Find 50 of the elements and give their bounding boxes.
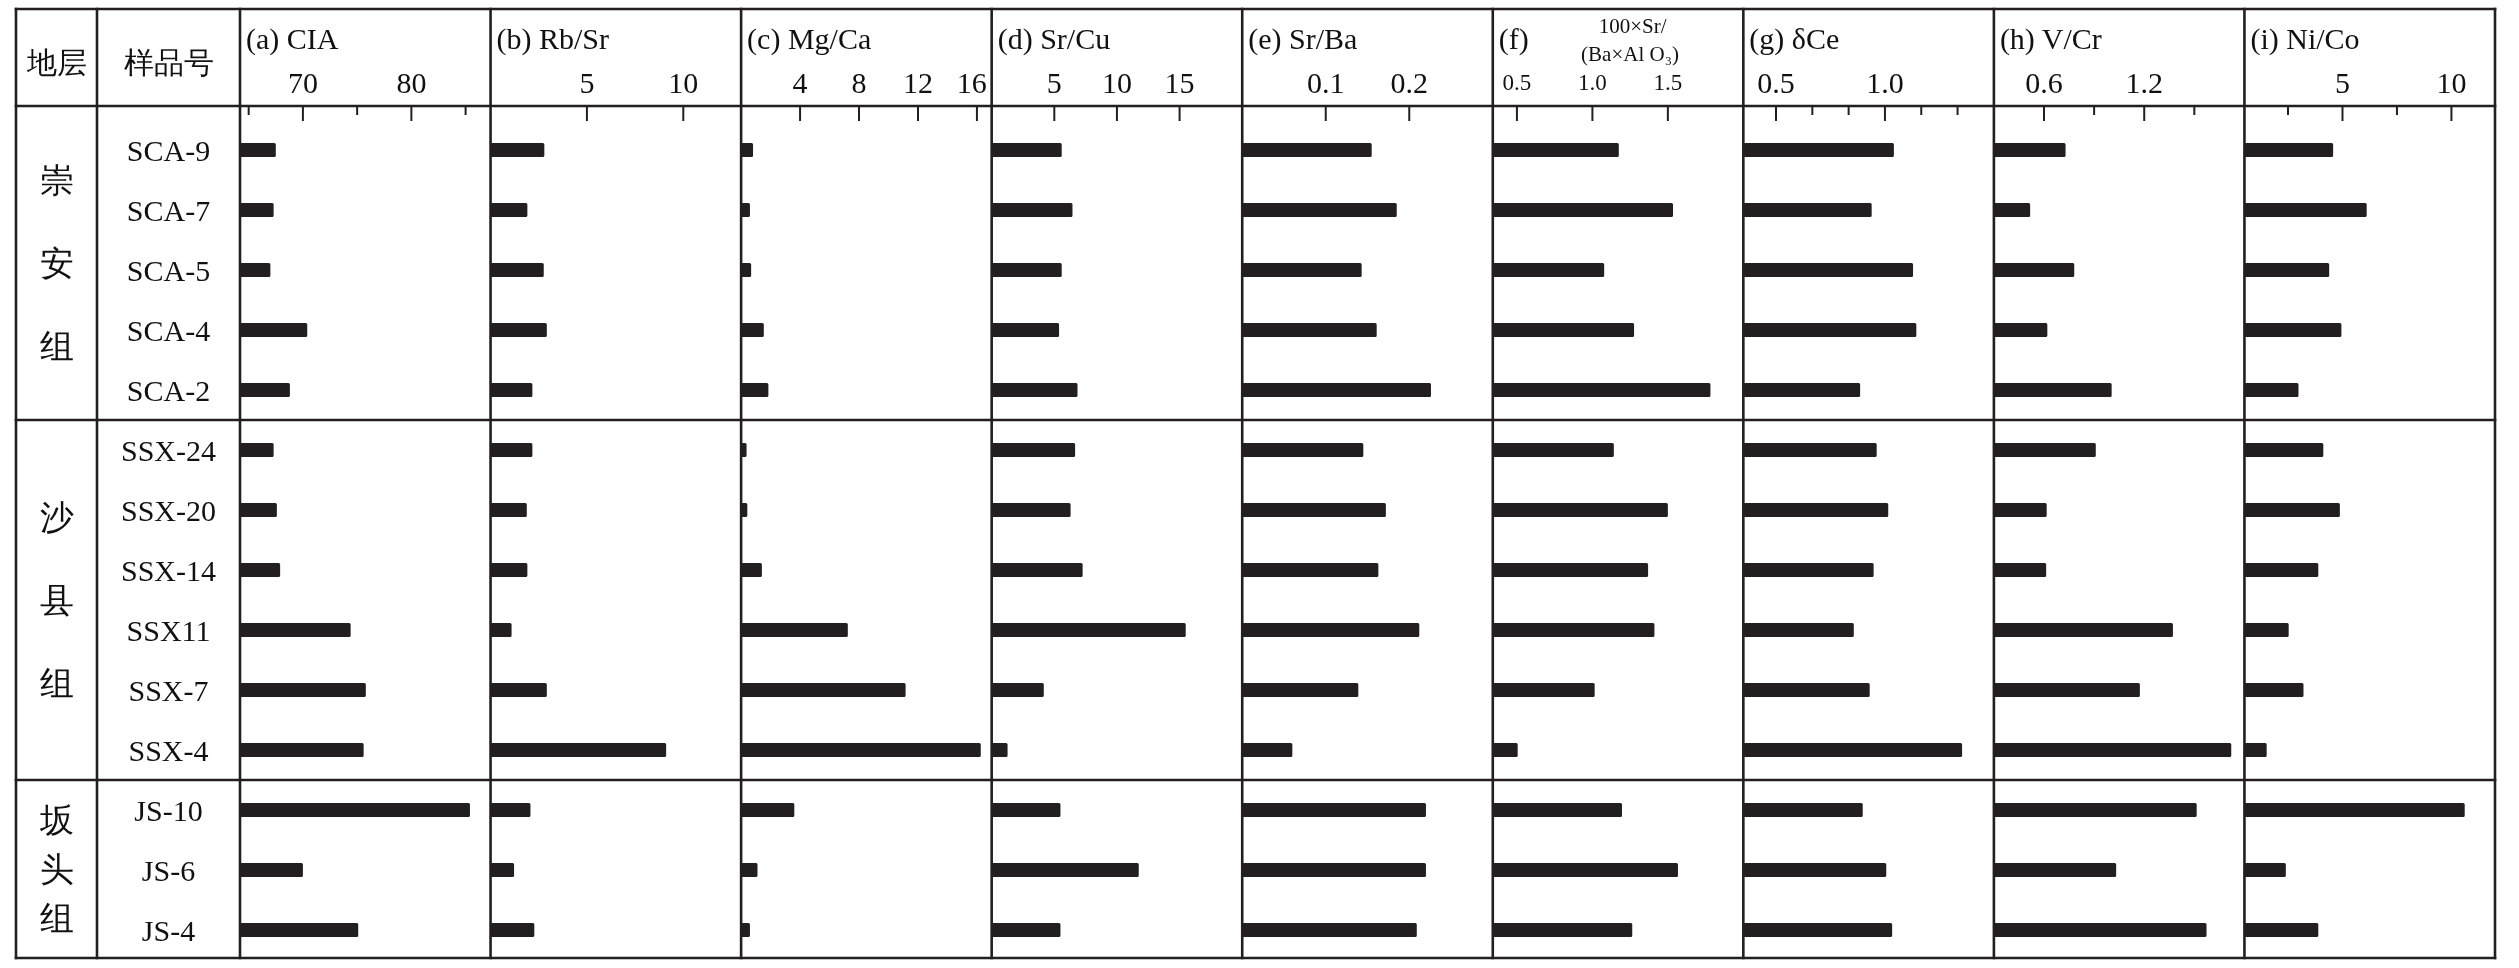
xtick-label: 10 [2436,65,2467,99]
category: SSX-24 [121,433,216,467]
annotation: 样品号 [123,46,214,79]
title: (b) Rb/Sr [496,21,610,55]
xtick-label: 10 [668,65,699,99]
title: (d) Sr/Cu [997,21,1111,55]
xtick-label: 0.2 [1390,65,1428,99]
xtick-label: 0.5 [1757,65,1795,99]
category: SSX-14 [121,553,216,587]
xtick-label: 0.5 [1502,69,1532,95]
xtick-label: 70 [287,65,318,99]
xtick-label: 1.0 [1866,65,1904,99]
title: (g) δCe [1749,21,1840,55]
category: SSX-20 [121,493,216,527]
xtick-label: 0.1 [1307,65,1345,99]
xtick-label: 80 [396,65,427,99]
xtick-label: 1.0 [1578,69,1607,95]
annotation: 地层 [26,46,87,79]
band-label: 崇安组 [39,162,74,365]
category: SCA-5 [126,253,211,287]
xtick-label: 15 [1164,65,1195,99]
title: (f) 100×Sr/(Ba×Al O₃) [1498,14,1679,66]
category: SSX-4 [128,733,209,767]
band-label: 坂头组 [39,801,74,938]
xtick-label: 12 [902,65,933,99]
category: JS-4 [141,913,196,947]
category: SCA-7 [126,193,211,227]
xtick-label: 16 [956,65,987,99]
title: (c) Mg/Ca [747,21,872,55]
xtick-label: 8 [851,65,867,99]
title: (e) Sr/Ba [1248,21,1358,55]
xtick-label: 4 [792,65,808,99]
xtick-label: 10 [1101,65,1132,99]
title: (a) CIA [246,21,339,55]
xtick-label: 0.6 [2025,65,2063,99]
category: SSX-7 [128,673,209,707]
xtick-label: 5 [2335,65,2350,99]
title: (h) V/Cr [1999,21,2102,55]
category: SSX11 [126,613,211,647]
xtick-label: 1.2 [2125,65,2163,99]
category: SCA-2 [126,373,211,407]
category: JS-6 [141,853,196,887]
category: SCA-9 [126,133,211,167]
category: JS-10 [134,793,203,827]
band-label: 沙县组 [39,499,74,702]
xtick-label: 5 [579,65,595,99]
xtick-label: 5 [1046,65,1062,99]
title: (i) Ni/Co [2250,21,2360,55]
xtick-label: 1.5 [1653,69,1683,95]
category: SCA-4 [126,313,211,347]
